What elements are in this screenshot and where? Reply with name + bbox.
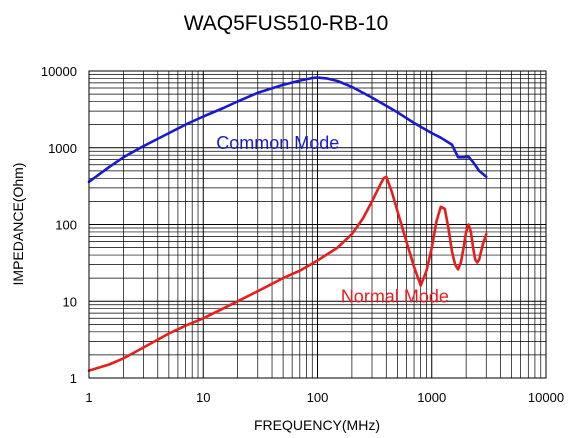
y-tick-label: 100 xyxy=(55,218,77,233)
series-label-common-mode: Common Mode xyxy=(216,133,339,153)
plot-frame xyxy=(88,70,547,379)
y-tick-label: 1000 xyxy=(48,141,77,156)
grid-lines xyxy=(89,71,546,378)
y-tick-label: 10 xyxy=(63,294,77,309)
y-axis-label: IMPEDANCE(Ohm) xyxy=(10,163,26,286)
x-tick-label: 10000 xyxy=(528,390,564,405)
y-tick-labels: 1 10 100 1000 10000 xyxy=(41,64,77,386)
y-tick-label: 10000 xyxy=(41,64,77,79)
x-axis-label: FREQUENCY(MHz) xyxy=(254,417,380,433)
x-tick-labels: 1 10 100 1000 10000 xyxy=(85,390,564,405)
series-lines xyxy=(87,76,488,372)
y-tick-label: 1 xyxy=(70,371,77,386)
series-label-normal-mode: Normal Mode xyxy=(341,286,449,306)
x-tick-label: 1000 xyxy=(417,390,446,405)
series-line-common-mode xyxy=(87,76,488,184)
series-line-normal-mode xyxy=(87,175,488,372)
chart-title: WAQ5FUS510-RB-10 xyxy=(184,12,389,35)
series-labels: Common Mode Normal Mode xyxy=(216,133,449,307)
x-tick-label: 1 xyxy=(85,390,92,405)
x-tick-label: 10 xyxy=(196,390,210,405)
x-tick-label: 100 xyxy=(307,390,329,405)
